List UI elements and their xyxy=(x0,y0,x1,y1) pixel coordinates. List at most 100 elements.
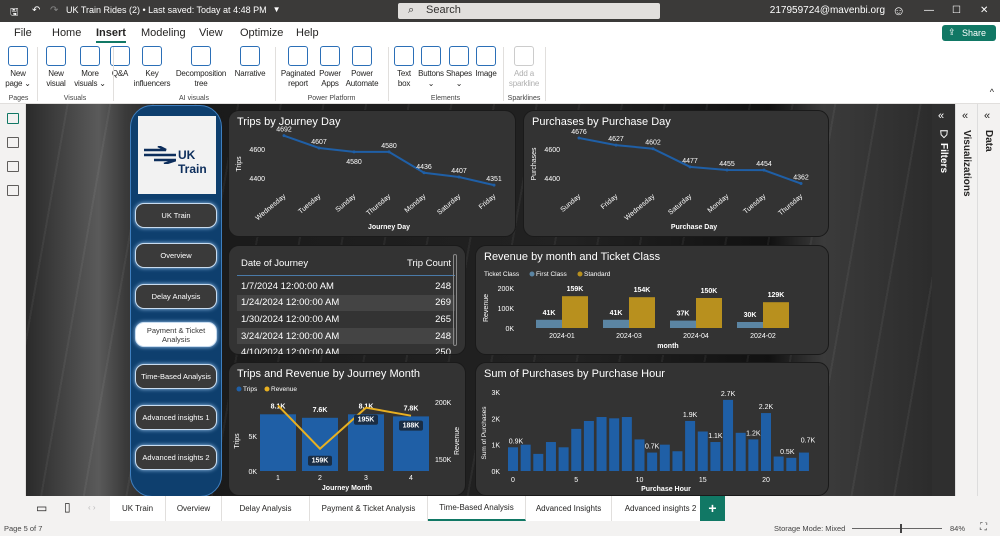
table-row[interactable]: 1/30/2024 12:00:00 AM 265 xyxy=(237,311,455,328)
nav-button-advanced-insights-2[interactable]: Advanced insights 2 xyxy=(135,445,217,470)
tab-uk-train[interactable]: UK Train xyxy=(110,496,166,521)
ribbon-image-button[interactable]: Image xyxy=(472,46,500,79)
search-input[interactable]: ⌕ Search xyxy=(398,3,660,19)
x-tick-label: Tuesday xyxy=(742,193,767,216)
ribbon-text-button[interactable]: Text box xyxy=(391,46,417,89)
bar-first-class xyxy=(737,322,763,328)
ribbon-buttons-button[interactable]: Buttons ⌄ xyxy=(416,46,446,89)
ribbon-decomposition-button[interactable]: Decomposition tree xyxy=(171,46,231,89)
bar-hour xyxy=(672,451,683,471)
data-point xyxy=(282,134,286,138)
menu-home[interactable]: Home xyxy=(52,27,82,39)
tab-scroll-icon[interactable]: ‹ › xyxy=(88,503,96,512)
ribbon-new-button[interactable]: New visual xyxy=(41,46,71,89)
tab-advanced-insights[interactable]: Advanced Insights xyxy=(526,496,612,521)
ribbon-key-button[interactable]: Key influencers xyxy=(128,46,176,89)
data-label: 4362 xyxy=(793,175,809,182)
menu-help[interactable]: Help xyxy=(296,27,319,39)
ribbon-new-button[interactable]: New page ⌄ xyxy=(0,46,38,89)
nav-button-delay-analysis[interactable]: Delay Analysis xyxy=(135,284,217,309)
table-row[interactable]: 4/10/2024 12:00:00 AM 250 xyxy=(237,344,455,354)
tab-time-based-analysis[interactable]: Time-Based Analysis xyxy=(428,496,526,521)
ribbon-power-icon xyxy=(352,46,372,66)
add-page-button[interactable]: + xyxy=(700,496,725,521)
nav-button-overview[interactable]: Overview xyxy=(135,243,217,268)
desktop-layout-icon[interactable]: ▭ xyxy=(36,501,48,515)
column-header[interactable]: Date of Journey xyxy=(241,258,309,269)
ribbon-shapes-button[interactable]: Shapes ⌄ xyxy=(444,46,474,89)
data-label: 1.9K xyxy=(683,412,698,419)
table-row[interactable]: 3/24/2024 12:00:00 AM 248 xyxy=(237,327,455,345)
table-scrollbar[interactable] xyxy=(453,254,457,346)
nav-button-payment-ticket-analysis[interactable]: Payment & Ticket Analysis xyxy=(135,322,217,347)
tab-advanced-insights-2[interactable]: Advanced insights 2 xyxy=(612,496,710,521)
fit-page-icon[interactable]: ⛶ xyxy=(980,522,987,533)
save-icon[interactable]: 🖫 xyxy=(10,7,19,18)
ribbon-power-button[interactable]: Power Apps xyxy=(316,46,344,89)
ribbon-more-button[interactable]: More visuals ⌄ xyxy=(68,46,112,89)
nav-button-advanced-insights-1[interactable]: Advanced insights 1 xyxy=(135,405,217,430)
file-title[interactable]: UK Train Rides (2) • Last saved: Today a… xyxy=(66,5,267,15)
tab-overview[interactable]: Overview xyxy=(166,496,222,521)
x-axis-title: month xyxy=(657,343,678,350)
report-view-icon[interactable] xyxy=(7,113,19,124)
collapse-icon[interactable]: « xyxy=(984,110,991,122)
data-label: 0.5K xyxy=(780,449,795,456)
table-row[interactable]: 1/24/2024 12:00:00 AM 269 xyxy=(237,294,455,312)
table-view-icon[interactable] xyxy=(7,137,19,148)
table-row[interactable]: 1/7/2024 12:00:00 AM 248 xyxy=(237,278,455,295)
collapse-icon[interactable]: « xyxy=(962,110,969,122)
menu-insert[interactable]: Insert xyxy=(96,27,126,43)
data-pane[interactable]: « Data xyxy=(977,104,1000,496)
share-button[interactable]: ⇪Share ⌄ xyxy=(942,25,996,48)
mobile-layout-icon[interactable]: ▯ xyxy=(64,500,71,514)
maximize-button[interactable]: ☐ xyxy=(952,5,961,16)
nav-button-time-based-analysis[interactable]: Time-Based Analysis xyxy=(135,364,217,389)
minimize-button[interactable]: — xyxy=(924,5,934,16)
menu-view[interactable]: View xyxy=(199,27,223,39)
tab-payment-ticket-analysis[interactable]: Payment & Ticket Analysis xyxy=(310,496,428,521)
file-title-group[interactable]: UK Train Rides (2) • Last saved: Today a… xyxy=(66,5,281,15)
x-tick-label: Friday xyxy=(600,193,620,211)
page-indicator: Page 5 of 7 xyxy=(4,524,43,533)
view-rail xyxy=(0,104,26,496)
undo-icon[interactable]: ↶ xyxy=(32,5,41,16)
bar-hour xyxy=(571,428,582,471)
collapse-ribbon-icon[interactable]: ^ xyxy=(989,87,994,97)
trip-count-table[interactable]: Date of Journey Trip Count 1/7/2024 12:00:… xyxy=(228,245,466,355)
ribbon-group-label: AI visuals xyxy=(179,95,209,102)
menu-modeling[interactable]: Modeling xyxy=(141,27,186,39)
account-icon[interactable]: ☺ xyxy=(892,3,906,18)
ribbon-paginated-button[interactable]: Paginated report xyxy=(275,46,321,89)
zoom-slider-thumb[interactable] xyxy=(900,524,902,533)
bar-hour xyxy=(545,442,556,471)
title-dropdown-icon[interactable]: ▼ xyxy=(272,5,281,14)
ribbon-q-a-button[interactable]: Q&A xyxy=(106,46,134,79)
chart-title: Trips and Revenue by Journey Month xyxy=(237,368,421,380)
bar-hour xyxy=(596,417,607,471)
filters-pane[interactable]: « ⛉ Filters xyxy=(932,104,955,496)
zoom-slider[interactable] xyxy=(852,524,942,533)
dax-query-icon[interactable] xyxy=(7,185,19,196)
redo-icon[interactable]: ↷ xyxy=(50,5,59,16)
nav-button-uk-train[interactable]: UK Train xyxy=(135,203,217,228)
ribbon-power-button[interactable]: Power Automate xyxy=(341,46,383,89)
trips-by-journey-day-chart[interactable]: Trips by Journey Day 4400 4600 Trips 4692 Wed… xyxy=(228,110,516,237)
tab-delay-analysis[interactable]: Delay Analysis xyxy=(222,496,310,521)
column-header[interactable]: Trip Count xyxy=(407,258,451,269)
revenue-by-month-chart[interactable]: Revenue by month and Ticket Class Ticket … xyxy=(475,245,829,355)
close-button[interactable]: ✕ xyxy=(980,5,989,16)
ribbon-narrative-button[interactable]: Narrative xyxy=(230,46,270,79)
collapse-icon[interactable]: « xyxy=(938,110,945,122)
x-tick-label: Wednesday xyxy=(624,193,657,222)
ribbon-item-label: New visual xyxy=(46,69,66,88)
trips-revenue-by-month-chart[interactable]: Trips and Revenue by Journey Month Trips R… xyxy=(228,362,466,496)
menu-file[interactable]: File xyxy=(14,27,32,39)
model-view-icon[interactable] xyxy=(7,161,19,172)
purchases-by-purchase-day-chart[interactable]: Purchases by Purchase Day 4400 4600 Purchas… xyxy=(523,110,829,237)
menu-bar: File Home Insert Modeling View Optimize Help xyxy=(0,22,1000,43)
menu-optimize[interactable]: Optimize xyxy=(240,27,284,39)
visualizations-pane[interactable]: « Visualizations xyxy=(955,104,977,496)
purchases-by-hour-chart[interactable]: Sum of Purchases by Purchase Hour 0K 1K 2K 3… xyxy=(475,362,829,496)
